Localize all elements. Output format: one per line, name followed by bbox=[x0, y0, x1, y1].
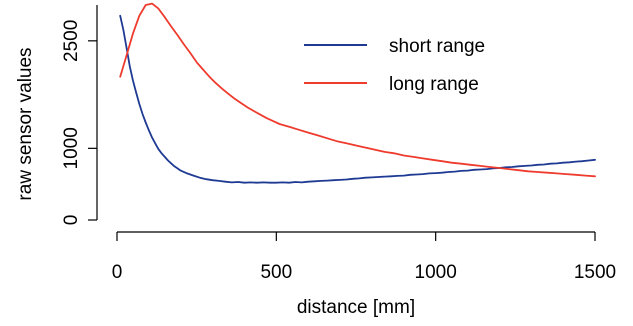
legend: short range long range bbox=[304, 36, 485, 95]
y-tick-label: 2500 bbox=[61, 20, 82, 62]
series-line-long-range bbox=[119, 2, 596, 178]
y-axis-label: raw sensor values bbox=[15, 47, 36, 200]
y-tick-label: 0 bbox=[61, 215, 82, 226]
axes: 0 500 1000 1500 0 1000 2500 bbox=[61, 5, 616, 283]
x-tick-label: 500 bbox=[260, 262, 292, 283]
x-axis-label: distance [mm] bbox=[297, 297, 415, 318]
x-tick-label: 0 bbox=[112, 262, 123, 283]
y-tick-label: 1000 bbox=[61, 127, 82, 169]
legend-label-short-range: short range bbox=[389, 36, 485, 57]
x-tick-label: 1500 bbox=[574, 262, 616, 283]
plot-area bbox=[119, 2, 596, 184]
series-line-short-range bbox=[119, 14, 596, 184]
x-tick-label: 1000 bbox=[415, 262, 457, 283]
legend-label-long-range: long range bbox=[389, 74, 479, 95]
